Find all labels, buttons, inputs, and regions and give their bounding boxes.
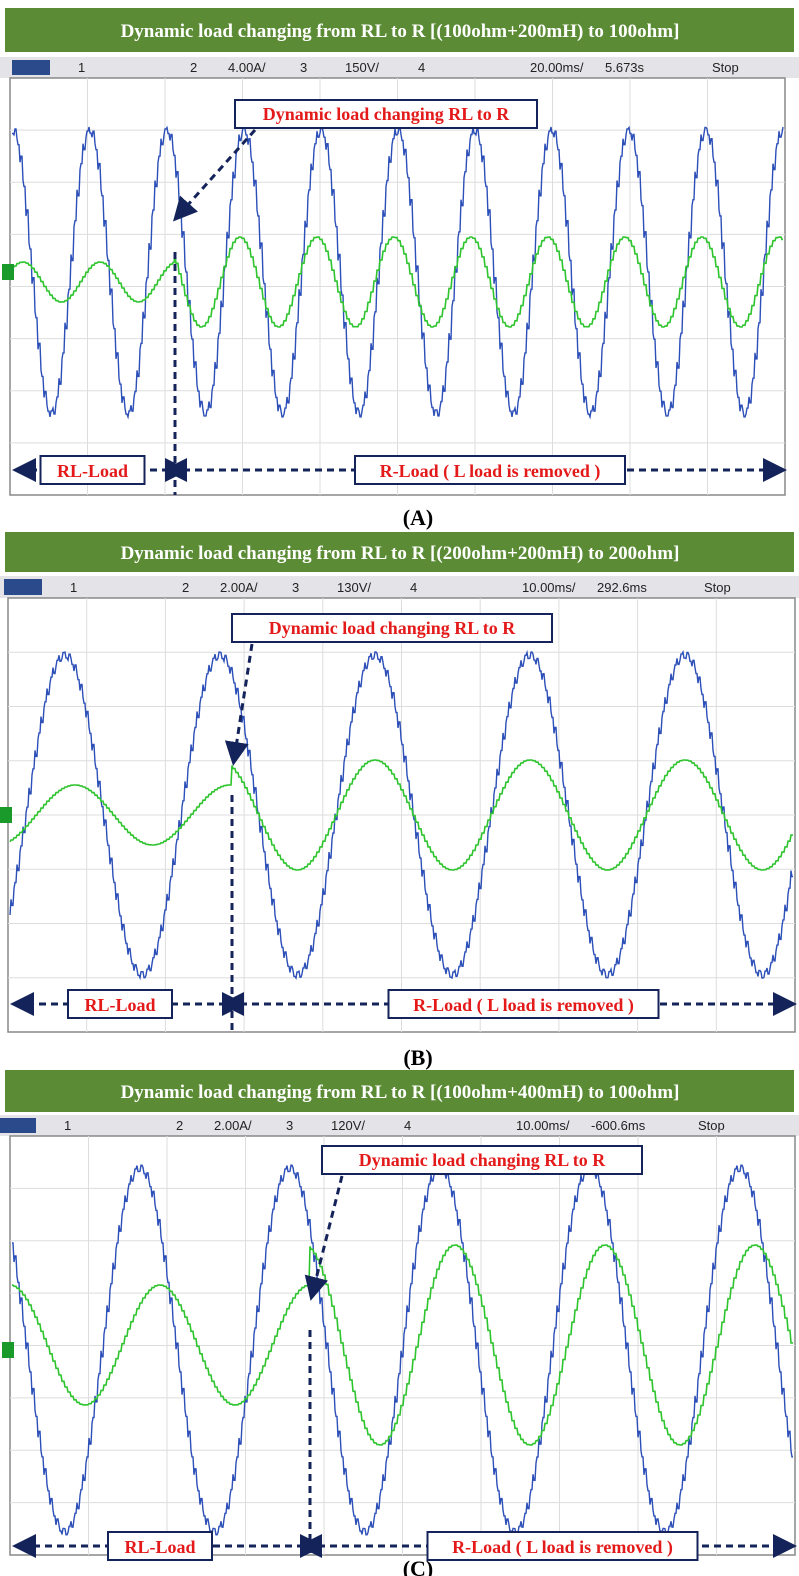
status-icon xyxy=(0,1118,36,1133)
status-ch2-scale: 2.00A/ xyxy=(220,580,258,595)
status-bar xyxy=(0,57,799,78)
status-state: Stop xyxy=(704,580,731,595)
status-icon xyxy=(4,579,42,595)
status-ch2-scale: 2.00A/ xyxy=(214,1118,252,1133)
status-ch3: 3 xyxy=(300,60,307,75)
status-ch1: 1 xyxy=(70,580,77,595)
status-ch4: 4 xyxy=(410,580,417,595)
status-state: Stop xyxy=(712,60,739,75)
status-ch1: 1 xyxy=(64,1118,71,1133)
panel-caption: (A) xyxy=(403,505,434,530)
rl-label: RL-Load xyxy=(57,461,128,481)
channel-marker xyxy=(2,264,14,280)
status-time: 292.6ms xyxy=(597,580,647,595)
channel-marker xyxy=(0,807,12,823)
status-state: Stop xyxy=(698,1118,725,1133)
status-timebase: 20.00ms/ xyxy=(530,60,584,75)
status-ch3: 3 xyxy=(292,580,299,595)
callout-text: Dynamic load changing RL to R xyxy=(263,104,511,124)
status-bar xyxy=(0,1115,799,1136)
status-ch2-scale: 4.00A/ xyxy=(228,60,266,75)
figure: Dynamic load changing from RL to R [(100… xyxy=(0,0,799,1576)
panel-title: Dynamic load changing from RL to R [(100… xyxy=(121,21,680,42)
status-ch4: 4 xyxy=(404,1118,411,1133)
r-label: R-Load ( L load is removed ) xyxy=(380,461,601,482)
status-icon xyxy=(12,60,50,75)
status-ch3-scale: 130V/ xyxy=(337,580,371,595)
status-ch4: 4 xyxy=(418,60,425,75)
channel-marker xyxy=(2,1342,14,1358)
status-ch3-scale: 150V/ xyxy=(345,60,379,75)
status-ch2: 2 xyxy=(182,580,189,595)
page: {"panels": [ {"title": "Dynamic load cha… xyxy=(0,0,799,1576)
panel-title: Dynamic load changing from RL to R [(200… xyxy=(121,543,680,564)
status-ch1: 1 xyxy=(78,60,85,75)
rl-label: RL-Load xyxy=(84,995,155,1015)
status-time: 5.673s xyxy=(605,60,645,75)
status-ch2: 2 xyxy=(190,60,197,75)
status-ch3-scale: 120V/ xyxy=(331,1118,365,1133)
panel-caption: (B) xyxy=(403,1045,432,1070)
status-timebase: 10.00ms/ xyxy=(516,1118,570,1133)
callout-text: Dynamic load changing RL to R xyxy=(269,618,517,638)
panel-title: Dynamic load changing from RL to R [(100… xyxy=(121,1082,680,1103)
panel-caption: (C) xyxy=(403,1556,434,1576)
status-ch2: 2 xyxy=(176,1118,183,1133)
r-label: R-Load ( L load is removed ) xyxy=(452,1537,673,1558)
callout-text: Dynamic load changing RL to R xyxy=(359,1150,607,1170)
status-bar xyxy=(0,576,799,598)
status-time: -600.6ms xyxy=(591,1118,646,1133)
status-timebase: 10.00ms/ xyxy=(522,580,576,595)
r-label: R-Load ( L load is removed ) xyxy=(413,995,634,1016)
rl-label: RL-Load xyxy=(124,1537,195,1557)
status-ch3: 3 xyxy=(286,1118,293,1133)
